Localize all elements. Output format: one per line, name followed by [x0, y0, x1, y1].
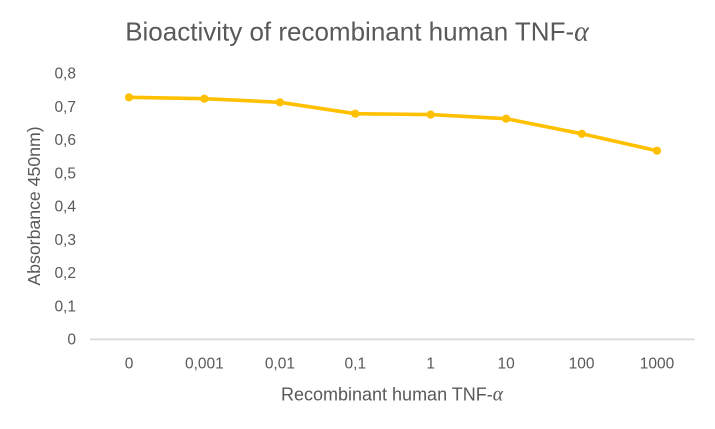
svg-text:1: 1 — [426, 356, 435, 373]
svg-text:Absorbance 450nm): Absorbance 450nm) — [24, 126, 44, 285]
svg-text:1000: 1000 — [640, 356, 675, 373]
svg-text:0,1: 0,1 — [54, 298, 76, 315]
svg-text:10: 10 — [497, 356, 515, 373]
svg-text:0,001: 0,001 — [185, 356, 224, 373]
svg-text:0,1: 0,1 — [345, 356, 367, 373]
svg-text:0,7: 0,7 — [54, 99, 76, 116]
svg-text:0,4: 0,4 — [54, 199, 76, 216]
svg-text:0: 0 — [67, 332, 76, 349]
svg-text:0,01: 0,01 — [265, 356, 295, 373]
svg-text:0,3: 0,3 — [54, 232, 76, 249]
svg-text:100: 100 — [569, 356, 595, 373]
svg-text:0,6: 0,6 — [54, 132, 76, 149]
svg-text:Recombinant human TNF-α: Recombinant human TNF-α — [281, 384, 504, 405]
svg-text:Bioactivity of recombinant hum: Bioactivity of recombinant human TNF-α — [125, 17, 590, 48]
svg-text:0,2: 0,2 — [54, 265, 76, 282]
svg-text:0,5: 0,5 — [54, 165, 76, 182]
svg-text:0: 0 — [125, 356, 134, 373]
svg-text:0,8: 0,8 — [54, 66, 76, 83]
